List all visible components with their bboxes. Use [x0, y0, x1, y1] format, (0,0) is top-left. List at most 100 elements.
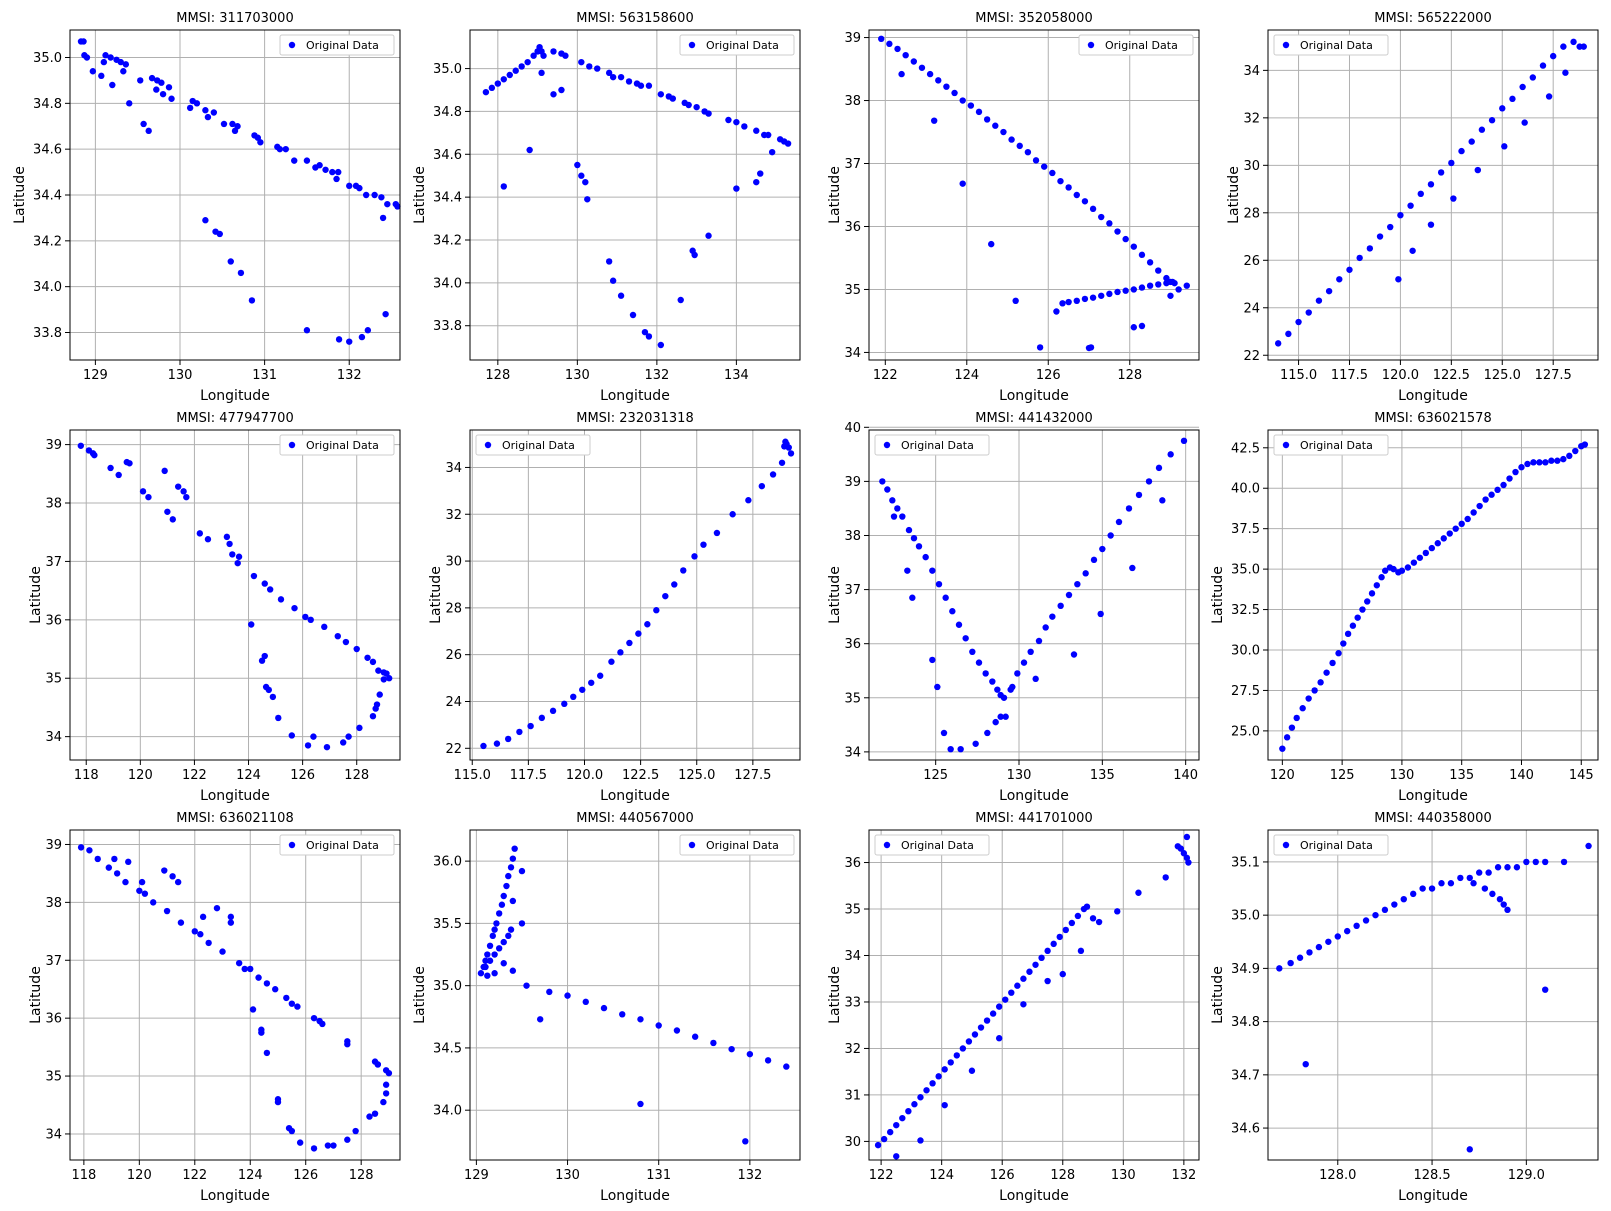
data-point [335, 168, 342, 176]
legend-box [475, 434, 591, 456]
data-point [1362, 917, 1370, 924]
data-point [523, 982, 530, 989]
data-point [997, 713, 1004, 720]
data-point [1059, 300, 1066, 307]
y-tick-label: 35.0 [433, 62, 462, 77]
data-point [169, 873, 176, 880]
data-point [1476, 502, 1483, 510]
data-point [784, 140, 792, 147]
y-tick-label: 25.0 [1231, 724, 1260, 739]
data-point [319, 1020, 326, 1028]
y-tick-label: 37 [844, 583, 861, 598]
y-tick-label: 30.0 [1231, 644, 1260, 659]
data-point [489, 932, 496, 940]
legend-label: Original Data [706, 839, 779, 852]
x-tick-label: 120 [128, 768, 153, 783]
data-point [902, 51, 909, 59]
data-point [1171, 279, 1178, 287]
data-point [918, 64, 926, 71]
data-point [196, 530, 204, 537]
data-point [917, 1094, 924, 1101]
data-point [899, 1114, 906, 1122]
x-tick-label: 128 [349, 1168, 374, 1183]
data-point [216, 230, 223, 238]
data-point [929, 567, 936, 574]
data-point [617, 649, 624, 656]
y-tick-label: 36 [844, 637, 861, 652]
axes-frame [69, 429, 401, 761]
data-point [518, 920, 526, 927]
data-point [204, 536, 212, 543]
data-point [657, 341, 665, 349]
data-point [491, 951, 498, 958]
data-point [1059, 970, 1066, 978]
chart-panel-8: 120 125 130 135 140 145 25.0 27.5 30.0 32.5 35.0 37… [1210, 411, 1599, 804]
data-point [1521, 119, 1528, 126]
data-point [141, 890, 149, 897]
x-tick-label: 124 [954, 368, 979, 383]
data-point [137, 77, 144, 84]
data-point [1372, 911, 1379, 919]
data-point [1500, 481, 1507, 489]
data-point [518, 867, 526, 875]
x-tick-label: 129.0 [1508, 1168, 1545, 1183]
data-point [491, 970, 498, 977]
y-tick-label: 32 [1243, 111, 1260, 126]
data-point [291, 157, 298, 164]
data-point [1518, 464, 1525, 471]
y-tick-label: 34.5 [433, 1041, 462, 1056]
x-tick-label: 128 [1050, 1168, 1075, 1183]
axes-frame [868, 829, 1200, 1161]
data-point [1315, 943, 1323, 951]
data-point [77, 442, 85, 449]
data-point [288, 732, 296, 739]
data-point [165, 84, 173, 91]
data-point [1378, 574, 1385, 581]
chart-panel-1: 129 130 131 132 33.8 34.0 34.2 34.4 34.6 34.8 35.0… [12, 11, 401, 404]
data-point [1325, 287, 1333, 295]
data-point [753, 178, 760, 186]
data-point [1032, 157, 1040, 164]
y-axis-label: Latitude [827, 166, 843, 224]
data-point [219, 948, 226, 955]
x-tick-label: 140 [1509, 768, 1534, 783]
data-point [288, 1127, 296, 1135]
data-point [1504, 864, 1511, 871]
y-tick-label: 33 [844, 995, 861, 1010]
legend: Original Data [679, 834, 795, 856]
x-tick-label: 129 [83, 368, 108, 383]
data-point [890, 513, 898, 520]
legend-box [279, 34, 395, 56]
data-point [1335, 650, 1342, 657]
data-point [158, 79, 165, 86]
data-point [518, 63, 525, 70]
data-point [641, 328, 649, 336]
data-point [1448, 159, 1455, 167]
data-point [538, 714, 546, 722]
data-point [1002, 996, 1009, 1003]
data-point [941, 1101, 948, 1109]
data-point [334, 632, 341, 640]
y-tick-label: 37 [844, 157, 861, 172]
x-tick-label: 130 [1389, 768, 1414, 783]
data-point [263, 1049, 271, 1057]
data-point [302, 613, 309, 621]
data-point [385, 675, 393, 682]
data-point [500, 183, 507, 190]
data-point [1368, 590, 1376, 597]
legend: Original Data [1273, 834, 1389, 856]
data-point [923, 1087, 930, 1094]
data-point [947, 745, 954, 753]
x-tick-label: 125 [1330, 768, 1355, 783]
data-point [977, 1024, 985, 1031]
data-point [1098, 292, 1105, 299]
data-point [303, 157, 311, 164]
x-tick-label: 126 [290, 768, 315, 783]
x-tick-label: 128.5 [1413, 1168, 1450, 1183]
y-tick-label: 26 [445, 648, 462, 663]
data-point [1466, 874, 1473, 882]
data-point [1050, 940, 1057, 948]
data-point [115, 471, 122, 479]
data-point [100, 58, 108, 66]
y-tick-label: 31 [844, 1088, 861, 1103]
